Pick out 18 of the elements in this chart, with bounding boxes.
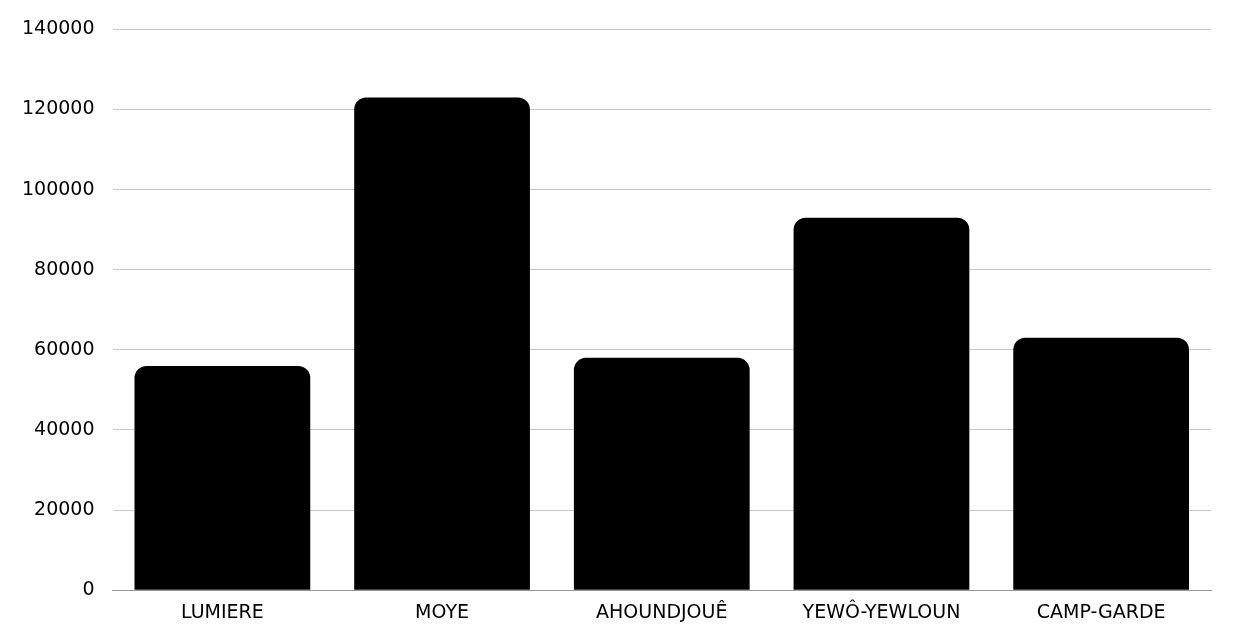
- bar: [134, 365, 311, 590]
- bar: [354, 97, 530, 590]
- y-tick-label: 80000: [34, 256, 95, 279]
- x-tick-label: CAMP-GARDE: [1036, 599, 1166, 622]
- y-tick-label: 60000: [34, 336, 95, 359]
- bar: [1013, 337, 1190, 590]
- bar: [573, 357, 750, 590]
- x-tick-label: YEWÔ-YEWLOUN: [801, 598, 961, 622]
- x-tick-label: MOYE: [415, 599, 470, 622]
- y-tick-label: 120000: [22, 96, 95, 119]
- bar: [793, 217, 970, 590]
- x-tick-label: AHOUNDJOUÊ: [596, 599, 728, 622]
- y-tick-label: 40000: [34, 416, 95, 439]
- x-tick-label: LUMIERE: [180, 599, 264, 622]
- y-tick-label: 100000: [22, 176, 95, 199]
- y-tick-label: 0: [82, 577, 95, 600]
- y-tick-label: 20000: [34, 497, 95, 520]
- y-tick-label: 140000: [22, 16, 95, 39]
